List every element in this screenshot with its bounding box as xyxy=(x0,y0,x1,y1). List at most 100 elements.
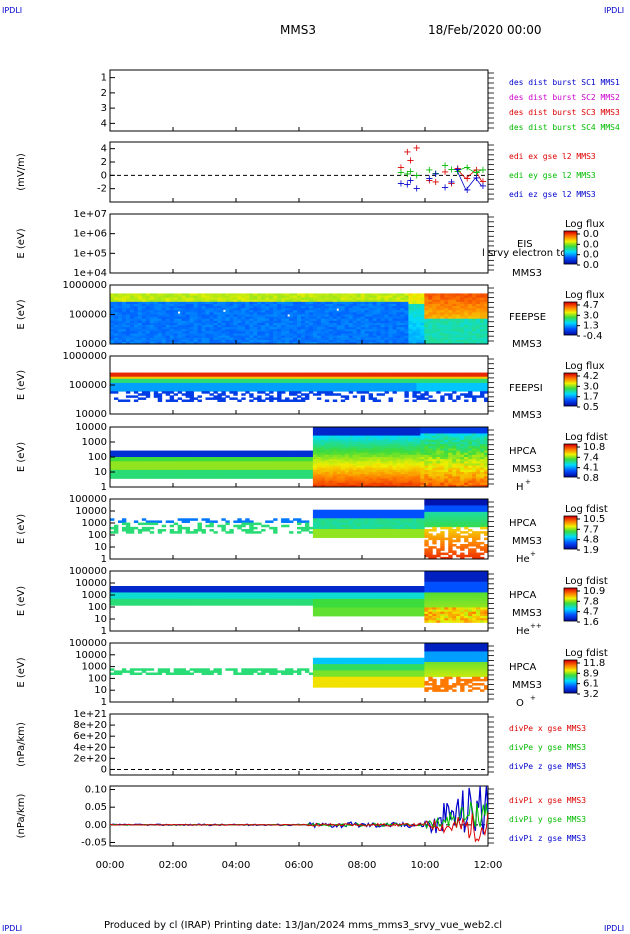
heat-cell xyxy=(233,333,238,336)
heat-cell xyxy=(261,472,266,475)
heat-cell xyxy=(456,318,461,322)
heat-cell xyxy=(197,322,202,326)
heat-cell xyxy=(300,474,306,477)
heat-cell xyxy=(312,387,318,390)
heat-cell xyxy=(380,337,385,341)
heat-cell xyxy=(404,329,409,332)
heat-cell xyxy=(241,316,246,320)
heat-cell xyxy=(197,461,202,464)
heat-cell xyxy=(125,310,131,313)
heat-cell xyxy=(261,341,266,345)
heat-cell xyxy=(237,469,242,473)
heat-cell xyxy=(464,316,469,320)
heat-cell xyxy=(181,459,186,462)
heat-cell xyxy=(241,325,246,328)
heat-cell xyxy=(137,337,143,341)
heat-cell xyxy=(472,382,477,386)
heat-cell xyxy=(141,314,147,318)
heat-cell xyxy=(181,465,186,469)
heat-cell xyxy=(253,474,258,477)
heat-cell xyxy=(336,480,342,484)
heat-cell xyxy=(308,450,314,454)
heat-cell xyxy=(121,459,127,462)
heat-cell xyxy=(316,329,322,332)
heat-cell xyxy=(440,331,445,334)
heat-cell xyxy=(316,341,322,345)
heat-cell xyxy=(400,314,405,318)
heat-cell xyxy=(273,467,278,471)
heat-cell xyxy=(392,480,397,484)
heat-cell xyxy=(229,461,234,464)
heat-cell xyxy=(444,387,449,390)
heat-cell xyxy=(253,314,258,318)
heat-cell xyxy=(360,467,366,471)
heat-cell xyxy=(364,474,370,477)
heat-cell xyxy=(153,335,159,339)
heat-cell xyxy=(360,435,366,439)
heat-cell xyxy=(304,395,310,398)
heat-cell xyxy=(456,297,461,301)
heat-cell xyxy=(181,461,186,464)
heat-cell xyxy=(376,435,381,439)
heat-cell xyxy=(328,306,334,309)
heat-cell xyxy=(444,322,449,326)
heat-cell xyxy=(420,378,425,382)
heat-cell xyxy=(476,297,481,301)
heat-cell xyxy=(416,312,421,315)
heat-cell xyxy=(424,325,429,328)
heat-cell xyxy=(141,322,147,326)
heat-cell xyxy=(428,322,433,326)
heat-cell xyxy=(197,469,202,473)
heat-cell xyxy=(352,314,358,318)
heat-cell xyxy=(281,380,286,384)
heat-cell xyxy=(169,389,175,392)
heat-cell xyxy=(340,306,346,309)
heat-cell xyxy=(368,452,374,456)
heat-cell xyxy=(356,448,362,451)
heat-cell xyxy=(440,316,445,320)
heat-cell xyxy=(456,310,461,313)
heat-cell xyxy=(233,463,238,466)
heat-cell xyxy=(177,331,183,334)
heat-cell xyxy=(121,463,127,466)
heat-cell xyxy=(400,310,405,313)
heat-cell xyxy=(110,295,115,299)
heat-cell xyxy=(452,303,457,307)
heat-cell xyxy=(237,306,242,309)
heat-cell xyxy=(209,387,214,390)
heat-cell xyxy=(285,293,290,296)
heat-cell xyxy=(161,318,167,322)
heat-cell xyxy=(285,399,290,402)
heat-cell xyxy=(121,461,127,464)
heat-cell xyxy=(388,327,393,330)
heat-cell xyxy=(205,310,210,313)
heat-cell xyxy=(376,331,381,334)
heat-cell xyxy=(205,461,210,464)
heat-cell xyxy=(316,308,322,311)
heat-cell xyxy=(245,312,250,315)
heat-cell xyxy=(320,387,326,390)
heat-cell xyxy=(181,325,186,328)
heat-cell xyxy=(416,310,421,313)
heat-cell xyxy=(209,322,214,326)
heat-cell xyxy=(293,393,298,396)
heat-cell xyxy=(384,444,389,447)
heat-cell xyxy=(161,325,167,328)
heat-cell xyxy=(133,295,139,299)
heat-cell xyxy=(352,376,358,380)
heat-cell xyxy=(261,295,266,299)
heat-cell xyxy=(316,303,322,307)
heat-cell xyxy=(368,325,374,328)
heat-cell xyxy=(328,472,334,475)
heat-cell xyxy=(125,312,131,315)
heat-cell xyxy=(372,433,377,436)
heat-cell xyxy=(356,329,362,332)
heat-cell xyxy=(129,385,135,388)
heat-cell xyxy=(360,293,366,296)
heat-cell xyxy=(340,467,346,471)
heat-cell xyxy=(165,331,171,334)
heat-cell xyxy=(336,437,342,441)
heat-cell xyxy=(316,478,322,481)
series-line xyxy=(456,169,483,191)
heat-cell xyxy=(257,469,262,473)
